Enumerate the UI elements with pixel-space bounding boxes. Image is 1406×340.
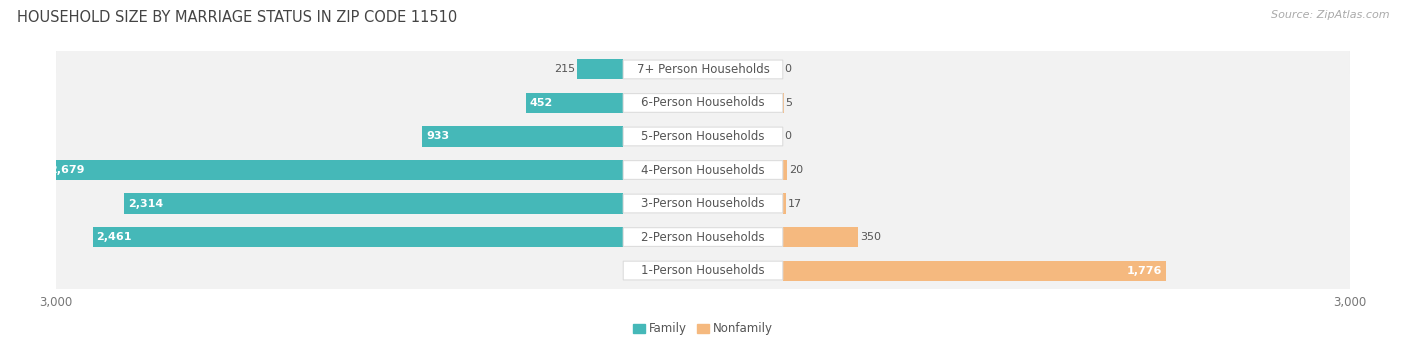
Text: 2,314: 2,314	[128, 199, 163, 208]
Bar	[783, 227, 858, 247]
FancyBboxPatch shape	[56, 0, 1350, 340]
FancyBboxPatch shape	[623, 60, 783, 79]
FancyBboxPatch shape	[623, 194, 783, 213]
Bar	[45, 160, 623, 180]
FancyBboxPatch shape	[623, 160, 783, 180]
FancyBboxPatch shape	[623, 127, 783, 146]
Bar	[124, 193, 623, 214]
Legend: Family, Nonfamily: Family, Nonfamily	[633, 322, 773, 336]
Text: 5: 5	[786, 98, 793, 108]
Bar	[93, 227, 623, 247]
Text: 215: 215	[554, 65, 575, 74]
Text: 4-Person Households: 4-Person Households	[641, 164, 765, 176]
Text: 2,461: 2,461	[97, 232, 132, 242]
Text: 20: 20	[789, 165, 803, 175]
Bar	[422, 126, 623, 147]
FancyBboxPatch shape	[56, 0, 1350, 340]
Text: 0: 0	[785, 65, 792, 74]
Text: 6-Person Households: 6-Person Households	[641, 97, 765, 109]
Text: 350: 350	[860, 232, 882, 242]
FancyBboxPatch shape	[623, 261, 783, 280]
Text: Source: ZipAtlas.com: Source: ZipAtlas.com	[1271, 10, 1389, 20]
Bar	[783, 260, 1166, 280]
Text: 1-Person Households: 1-Person Households	[641, 264, 765, 277]
FancyBboxPatch shape	[623, 94, 783, 112]
Text: 5-Person Households: 5-Person Households	[641, 130, 765, 143]
Text: 1,776: 1,776	[1126, 266, 1161, 275]
FancyBboxPatch shape	[56, 0, 1350, 340]
Bar	[783, 160, 787, 180]
Text: 933: 933	[426, 132, 449, 141]
Text: 0: 0	[785, 132, 792, 141]
FancyBboxPatch shape	[623, 228, 783, 246]
Text: 452: 452	[530, 98, 553, 108]
Text: 7+ Person Households: 7+ Person Households	[637, 63, 769, 76]
Text: 2,679: 2,679	[49, 165, 84, 175]
FancyBboxPatch shape	[56, 0, 1350, 340]
Bar	[783, 193, 786, 214]
Text: 3-Person Households: 3-Person Households	[641, 197, 765, 210]
Bar	[576, 59, 623, 80]
Bar	[526, 93, 623, 113]
FancyBboxPatch shape	[56, 0, 1350, 340]
Text: 2-Person Households: 2-Person Households	[641, 231, 765, 243]
FancyBboxPatch shape	[56, 0, 1350, 340]
Text: 17: 17	[789, 199, 803, 208]
Text: HOUSEHOLD SIZE BY MARRIAGE STATUS IN ZIP CODE 11510: HOUSEHOLD SIZE BY MARRIAGE STATUS IN ZIP…	[17, 10, 457, 25]
FancyBboxPatch shape	[56, 0, 1350, 340]
